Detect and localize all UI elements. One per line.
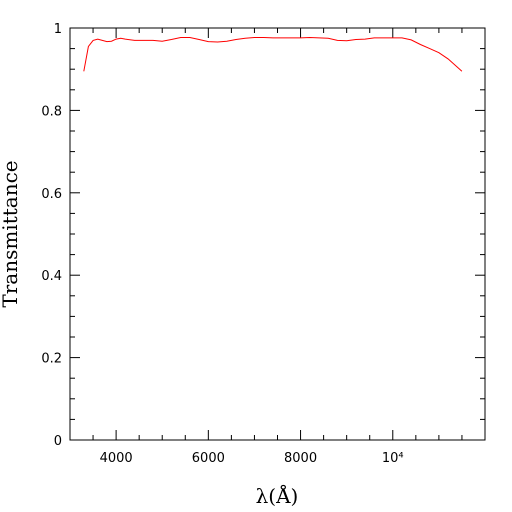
y-tick-label: 1 [54, 22, 62, 37]
y-tick-label: 0.4 [41, 269, 62, 284]
y-axis-title: Transmittance [0, 160, 22, 307]
x-axis-title: λ(Å) [256, 483, 299, 508]
x-tick-label: 8000 [284, 451, 317, 466]
x-tick-label: 6000 [192, 451, 225, 466]
series-layer [83, 36, 463, 72]
x-tick-label: 10⁴ [382, 451, 404, 466]
y-tick-label: 0.6 [41, 187, 62, 202]
y-tick-label: 0.8 [41, 104, 62, 119]
axis-ticks [70, 27, 485, 441]
y-tick-label: 0.2 [41, 352, 62, 367]
x-tick-label: 4000 [100, 451, 133, 466]
plot-frame [69, 27, 486, 441]
y-tick-label: 0 [54, 434, 62, 449]
tick-labels: 4000 6000 8000 10⁴ 0 0.2 0.4 0.6 0.8 1 [41, 22, 403, 466]
transmittance-curve [83, 36, 463, 72]
